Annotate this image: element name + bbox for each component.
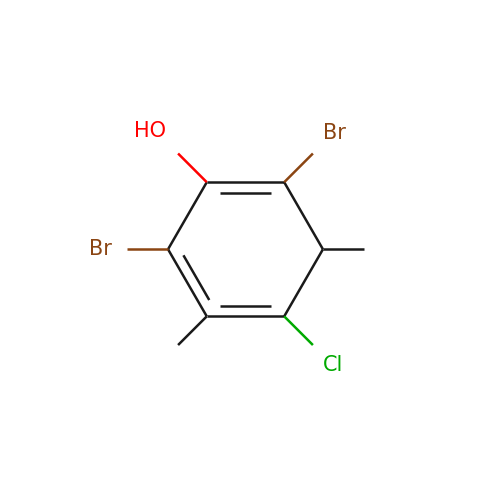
Text: HO: HO bbox=[134, 121, 166, 141]
Text: Br: Br bbox=[89, 240, 112, 259]
Text: Cl: Cl bbox=[323, 355, 344, 376]
Text: Br: Br bbox=[323, 123, 346, 143]
